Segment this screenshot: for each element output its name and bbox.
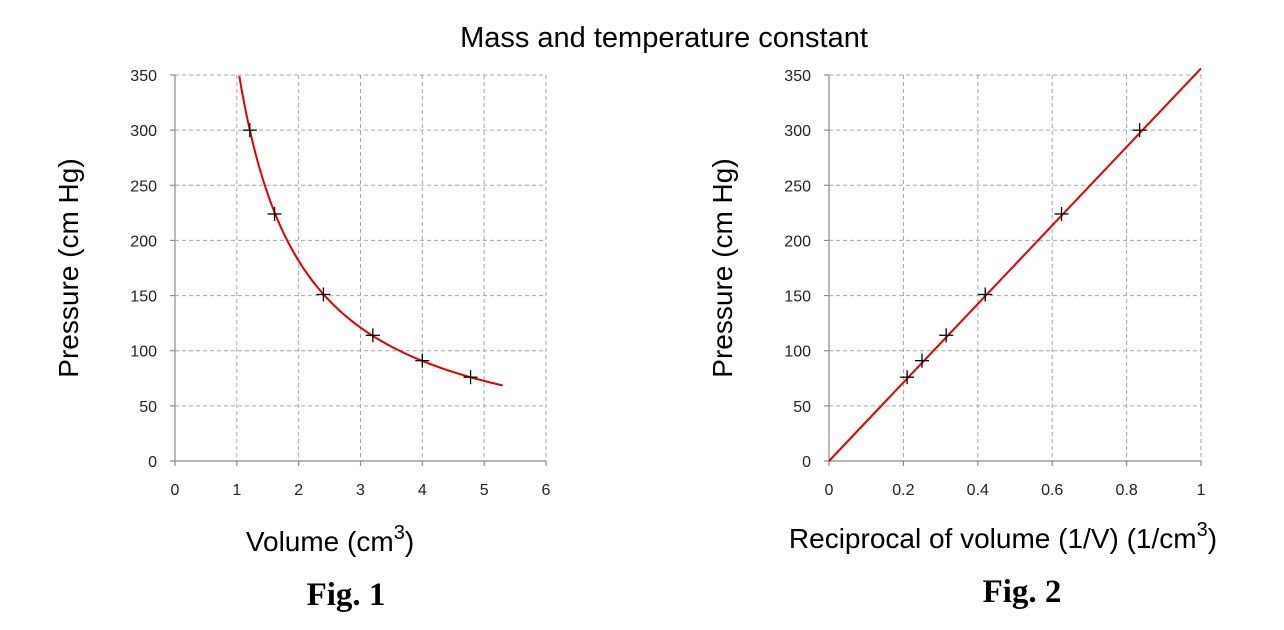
y-tick-label: 300	[784, 123, 811, 140]
x-tick-label: 4	[418, 482, 427, 499]
x-tick-label: 5	[480, 482, 489, 499]
fig-label: Fig. 2	[983, 574, 1062, 610]
x-tick-label: 1	[232, 482, 241, 499]
x-axis-title-superscript: 3	[394, 522, 405, 544]
data-point	[915, 353, 929, 368]
y-tick-label: 350	[130, 68, 157, 85]
x-axis-title: Reciprocal of volume (1/V) (1/cm3)	[789, 519, 1217, 554]
x-tick-label: 0.6	[1041, 482, 1063, 499]
x-axis-title-main: Reciprocal of volume (1/V) (1/cm	[789, 523, 1197, 554]
x-tick-label: 2	[294, 482, 303, 499]
y-axis-title: Pressure (cm Hg)	[707, 158, 738, 377]
data-point	[415, 353, 430, 368]
y-axis-title: Pressure (cm Hg)	[53, 158, 84, 377]
data-point	[978, 287, 993, 302]
data-point	[900, 370, 915, 385]
x-tick-label: 0	[171, 482, 180, 499]
x-tick-label: 6	[542, 482, 551, 499]
data-point	[939, 328, 954, 343]
fit-curve	[238, 75, 503, 387]
data-point	[1132, 123, 1147, 138]
y-tick-label: 200	[784, 233, 811, 250]
y-tick-label: 350	[784, 68, 811, 85]
data-point	[242, 123, 257, 138]
data-point	[267, 206, 282, 221]
x-axis-title-tail: )	[405, 526, 414, 557]
y-tick-label: 250	[130, 178, 157, 195]
y-tick-label: 100	[130, 344, 157, 361]
fig-label: Fig. 1	[307, 577, 386, 613]
chart-fig-1: 0 50 100 150 200 250 300 350 0 1 2 3 4 5 6 Pressure (cm…	[53, 68, 551, 613]
x-tick-label: 0	[825, 482, 834, 499]
y-tick-label: 0	[148, 454, 157, 471]
data-point	[463, 370, 478, 385]
fit-curve	[828, 67, 1202, 462]
x-tick-label: 3	[356, 482, 365, 499]
data-point	[316, 287, 331, 302]
x-tick-label: 1	[1197, 482, 1206, 499]
x-axis-title-superscript: 3	[1197, 519, 1208, 541]
x-axis-title: Volume (cm3)	[246, 522, 414, 557]
x-tick-label: 0.2	[892, 482, 914, 499]
y-tick-label: 100	[784, 344, 811, 361]
x-axis-title-tail: )	[1208, 523, 1217, 554]
x-tick-label: 0.4	[967, 482, 989, 499]
data-point	[365, 328, 380, 343]
y-tick-label: 0	[802, 454, 811, 471]
figure-title: Mass and temperature constant	[460, 22, 868, 54]
y-tick-label: 50	[139, 399, 157, 416]
chart-fig-2: 0 50 100 150 200 250 300 350 0 0.2 0.4 0.6 0.8 1 Press…	[707, 67, 1217, 610]
data-point	[1054, 206, 1069, 221]
y-tick-label: 150	[130, 289, 157, 306]
y-tick-label: 50	[793, 399, 811, 416]
y-tick-label: 150	[784, 289, 811, 306]
x-tick-label: 0.8	[1115, 482, 1137, 499]
y-tick-label: 250	[784, 178, 811, 195]
y-tick-label: 200	[130, 233, 157, 250]
x-axis-title-main: Volume (cm	[246, 526, 394, 557]
y-tick-label: 300	[130, 123, 157, 140]
